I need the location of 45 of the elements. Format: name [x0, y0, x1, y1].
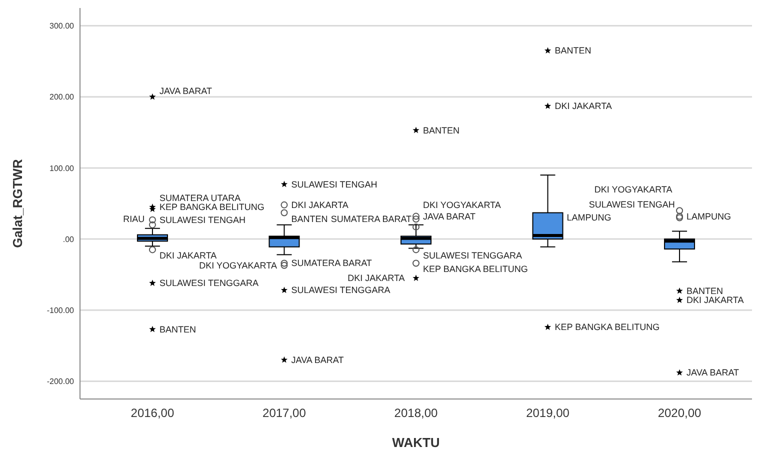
annotation: DKI JAKARTA	[159, 250, 217, 261]
annotation: BANTEN	[159, 324, 196, 334]
x-axis-title: WAKTU	[392, 435, 440, 450]
annotation: SULAWESI TENGGARA	[423, 250, 522, 261]
annotation: SUMATERA BARAT	[330, 214, 412, 224]
y-axis-title: Galat_RGTWR	[10, 158, 25, 248]
annotation: JAVA BARAT	[291, 354, 344, 365]
annotation: KEP BANGKA BELITUNG	[554, 322, 660, 332]
annotation: RIAU	[123, 214, 145, 224]
annotation: BANTEN	[554, 46, 592, 56]
annotation: DKI YOGYAKARTA	[423, 200, 501, 210]
y-tick-label: -100.00	[46, 306, 75, 315]
annotation: DKI JAKARTA	[686, 295, 744, 306]
annotation: DKI YOGYAKARTA	[199, 260, 277, 270]
y-tick-label: -200.00	[46, 377, 75, 386]
annotation: SULAWESI TENGGARA	[159, 278, 258, 288]
annotation: KEP BANGKA BELITUNG	[159, 202, 264, 212]
annotation: KEP BANGKA BELITUNG	[423, 264, 528, 274]
y-tick-label: 100.00	[50, 164, 75, 173]
annotation: SULAWESI TENGGARA	[291, 285, 390, 296]
y-tick-label: 200.00	[50, 92, 75, 102]
y-tick-label: .00	[62, 234, 75, 244]
y-tick-label: 300.00	[50, 22, 75, 31]
x-tick-label: 2016,00	[130, 406, 174, 420]
annotation: LAMPUNG	[566, 212, 612, 223]
annotation: SUMATERA BARAT	[291, 258, 372, 268]
annotation: JAVA BARAT	[423, 211, 476, 222]
annotation: JAVA BARAT	[159, 86, 212, 96]
x-tick-label: 2019,00	[526, 406, 570, 420]
annotation: JAVA BARAT	[686, 368, 740, 378]
annotation: SULAWESI TENGAH	[588, 200, 675, 210]
annotation: LAMPUNG	[686, 211, 732, 222]
annotation: DKI JAKARTA	[554, 101, 612, 112]
annotation: BANTEN	[423, 125, 460, 136]
annotation: BANTEN	[686, 286, 724, 296]
annotation: SULAWESI TENGAH	[159, 215, 246, 226]
x-tick-label: 2020,00	[658, 406, 702, 420]
annotation: SUMATERA UTARA	[159, 192, 241, 203]
x-tick-label: 2017,00	[262, 406, 306, 420]
x-tick-label: 2018,00	[394, 406, 438, 420]
annotation: DKI YOGYAKARTA	[594, 184, 672, 195]
annotation: DKI JAKARTA	[348, 273, 405, 284]
annotation: DKI JAKARTA	[291, 200, 348, 210]
annotation: SULAWESI TENGAH	[291, 179, 378, 190]
annotation: BANTEN	[291, 214, 328, 224]
